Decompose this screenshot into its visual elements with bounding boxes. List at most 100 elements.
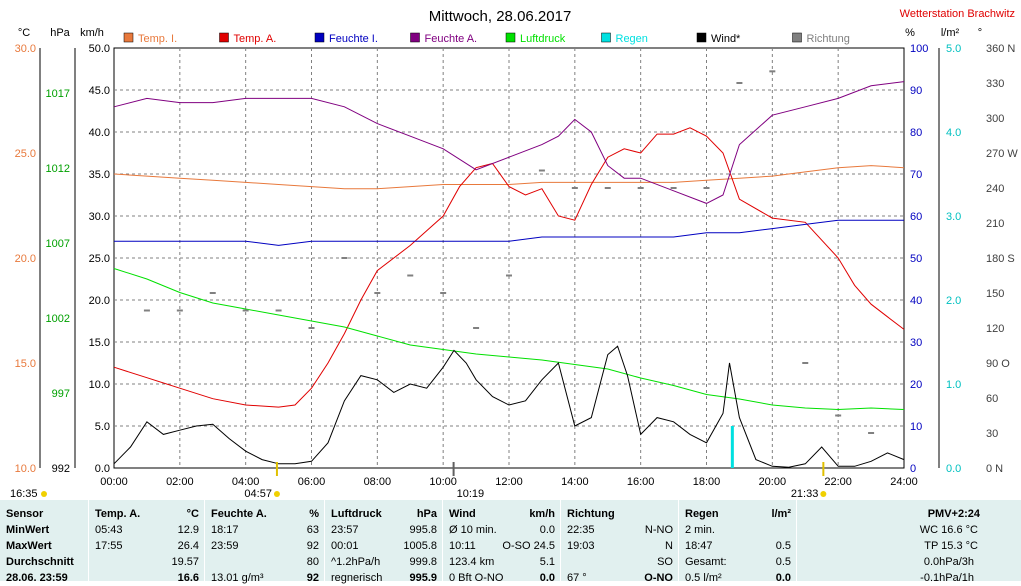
richtung-point [835, 414, 842, 417]
wind-column: Wind km/h Ø 10 min. 0.0 10:11 O-SO 24.5 123… [442, 500, 561, 584]
richtung-current: O-NO [644, 572, 673, 584]
x-tick-label: 08:00 [364, 476, 392, 488]
hum-tick-label: 10 [910, 421, 922, 433]
feuchte-a-line [113, 81, 905, 204]
rain-unit: l/m² [941, 27, 960, 39]
wind-unit-label: km/h [529, 508, 555, 520]
chart-series [113, 70, 905, 468]
wind-max-time: 10:11 [449, 540, 476, 552]
temp-tick-label: 25.0 [15, 148, 36, 160]
legend-swatch [792, 32, 802, 43]
feuchte-a-max: 92 [306, 540, 319, 552]
x-tick-label: 06:00 [298, 476, 326, 488]
luftdruck-forecast: regnerisch [331, 572, 383, 584]
wind-tick-label: 20.0 [89, 295, 110, 307]
luftdruck-min-time: 23:57 [331, 524, 359, 536]
pmv-trend-3h: 0.0hPa/3h [923, 556, 974, 568]
pmv-windchill: WC 16.6 °C [919, 524, 978, 536]
luftdruck-column: Luftdruck hPa 23:57 995.8 00:01 1005.8 ^1.2… [324, 500, 443, 584]
richtung-point [670, 187, 677, 189]
pmv-dewpoint: TP 15.3 °C [924, 540, 978, 552]
richtung-point [440, 292, 447, 294]
richtung-point [703, 187, 710, 189]
x-tick-label: 20:00 [759, 476, 787, 488]
richtung-1-time: 22:35 [567, 524, 595, 536]
richtung-point [242, 309, 249, 312]
luftdruck-header: Luftdruck [331, 508, 382, 520]
richtung-point [407, 274, 414, 277]
wind-mean: 5.1 [539, 556, 555, 568]
max-label: MaxWert [6, 540, 52, 552]
wind-line [113, 345, 905, 468]
feuchte-a-current: 92 [306, 572, 319, 584]
richtung-point [506, 274, 512, 277]
legend-swatch [505, 32, 516, 43]
regen-total-label: Gesamt: [685, 556, 727, 568]
hum-tick-label: 0 [910, 463, 916, 475]
dir-tick-label: 210 [986, 218, 1004, 230]
x-tick-label: 00:00 [100, 476, 128, 488]
richtung-point [868, 432, 875, 434]
sunset-label: 21:33 [791, 488, 819, 500]
x-tick-label: 24:00 [890, 476, 918, 488]
richtung-point [736, 82, 743, 84]
richtung-point [176, 309, 183, 312]
dir-unit: ° [978, 27, 982, 39]
x-tick-label: 18:00 [693, 476, 721, 488]
x-tick-label: 22:00 [824, 476, 852, 488]
luftdruck-max-time: 00:01 [331, 540, 359, 552]
legend-swatch [410, 32, 420, 43]
dir-tick-label: 240 [986, 183, 1004, 195]
dir-tick-label: 150 [986, 288, 1004, 300]
richtung-point [538, 169, 545, 172]
richtung-point [374, 292, 381, 294]
rain-tick-label: 0.0 [946, 463, 961, 475]
pmv-trend-1h: -0.1hPa/1h [920, 572, 974, 584]
dir-tick-label: 180 S [986, 253, 1015, 265]
wind-run: 123.4 km [449, 556, 495, 568]
richtung-point [769, 70, 776, 73]
dir-tick-label: 360 N [986, 43, 1015, 55]
dir-tick-label: 120 [986, 323, 1004, 335]
temp-a-line [113, 127, 905, 408]
richtung-point [209, 292, 216, 294]
wind-avg-label: Ø 10 min. [449, 524, 497, 536]
legend-swatch [314, 32, 325, 43]
chart-legend: Temp. I. Temp. A. Feuchte I. Feuchte A. Luft… [123, 32, 850, 45]
press-tick-label: 992 [52, 463, 70, 475]
wind-tick-label: 30.0 [89, 211, 110, 223]
dir-tick-label: 300 [986, 113, 1004, 125]
legend-swatch [219, 32, 229, 43]
richtung-point [637, 187, 644, 189]
hum-tick-label: 80 [910, 127, 922, 139]
station-name: Wetterstation Brachwitz [900, 8, 1015, 20]
regen-bar [730, 426, 734, 468]
feuchte-a-abs: 13.01 g/m³ [211, 572, 264, 584]
richtung-point [473, 327, 480, 329]
temp-tick-label: 10.0 [15, 463, 36, 475]
feuchte-a-min-time: 18:17 [211, 524, 239, 536]
sensor-header: Sensor [6, 508, 44, 520]
regen-column: Regen l/m² 2 min. 18:47 0.5 Gesamt: 0.5 0.5… [678, 500, 797, 584]
sun-dot [273, 491, 280, 497]
richtung-point [604, 187, 611, 189]
rain-tick-label: 1.0 [946, 379, 961, 391]
richtung-point [571, 187, 578, 189]
sensor-column: Sensor MinWert MaxWert Durchschnitt 28.0… [0, 500, 88, 584]
feuchte-a-header: Feuchte A. [211, 508, 267, 520]
richtung-column: Richtung 22:35 N-NO 19:03 N SO 67 ° O-NO [560, 500, 679, 584]
feuchte-a-min: 63 [306, 524, 319, 536]
regen-interval: 2 min. [685, 524, 715, 536]
x-tick-label: 14:00 [561, 476, 589, 488]
legend-swatch [696, 32, 707, 43]
temp-a-min: 12.9 [177, 524, 199, 536]
wind-header: Wind [449, 508, 476, 520]
richtung-header: Richtung [567, 508, 615, 520]
dir-tick-label: 330 [986, 78, 1004, 90]
legend-label: Luftdruck [520, 33, 566, 45]
time-markers: 16:35 04:57 10:19 21:33 [10, 462, 827, 500]
richtung-2: N [665, 540, 673, 552]
temp-a-column: Temp. A. °C 05:43 12.9 17:55 26.4 19.57 16.… [88, 500, 205, 584]
hum-tick-label: 60 [910, 211, 922, 223]
hum-tick-label: 90 [910, 85, 922, 97]
